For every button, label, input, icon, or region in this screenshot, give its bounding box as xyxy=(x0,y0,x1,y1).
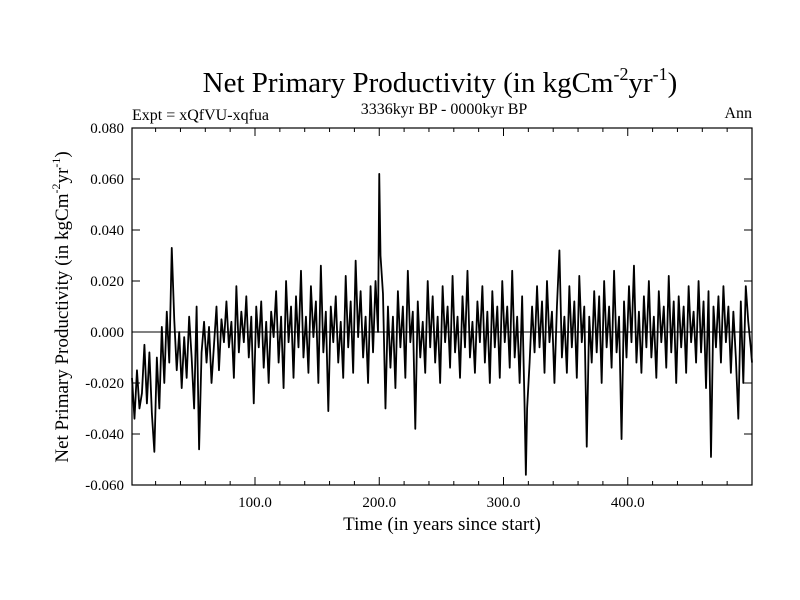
y-tick-label: -0.020 xyxy=(85,376,124,392)
y-tick-label: 0.020 xyxy=(90,274,124,290)
series-line xyxy=(131,173,753,476)
y-axis-label-main: Net Primary Productivity (in kgCm xyxy=(52,193,73,462)
plot-frame xyxy=(131,127,753,486)
chart-title: Net Primary Productivity (in kgCm-2yr-1) xyxy=(203,64,678,99)
y-tick-label: -0.060 xyxy=(85,478,124,494)
y-axis-label: Net Primary Productivity (in kgCm-2yr-1) xyxy=(49,151,73,462)
y-tick-label: 0.000 xyxy=(90,325,124,341)
y-tick-label: -0.040 xyxy=(85,427,124,443)
chart-title-sup2: -1 xyxy=(653,64,668,84)
plot-area: -0.060 -0.040 -0.020 0.000 0.020 0.040 0.060 0.… xyxy=(85,121,753,511)
chart-title-end: ) xyxy=(668,67,678,99)
subtitle-center: 3336kyr BP - 0000kyr BP xyxy=(361,101,528,118)
chart-title-sup1: -2 xyxy=(613,64,628,84)
x-tick-label: 200.0 xyxy=(362,495,396,511)
y-tick-label: 0.040 xyxy=(90,223,124,239)
y-axis-label-sup1: -2 xyxy=(49,184,63,194)
chart-title-main: Net Primary Productivity (in kgCm xyxy=(203,67,614,99)
y-tick-label: 0.080 xyxy=(90,121,124,137)
subtitle-left: Expt = xQfVU-xqfua xyxy=(132,107,269,124)
x-tick-label: 400.0 xyxy=(611,495,645,511)
x-axis-label: Time (in years since start) xyxy=(343,514,541,535)
y-tick-label: 0.060 xyxy=(90,172,124,188)
x-tick-label: 300.0 xyxy=(487,495,521,511)
x-tick-label: 100.0 xyxy=(238,495,272,511)
y-axis-label-sup2: -1 xyxy=(49,158,63,168)
chart-title-mid: yr xyxy=(628,67,653,99)
subtitle-right: Ann xyxy=(724,105,752,122)
y-axis-label-mid: yr xyxy=(52,167,73,184)
y-axis-label-end: ) xyxy=(52,151,73,157)
